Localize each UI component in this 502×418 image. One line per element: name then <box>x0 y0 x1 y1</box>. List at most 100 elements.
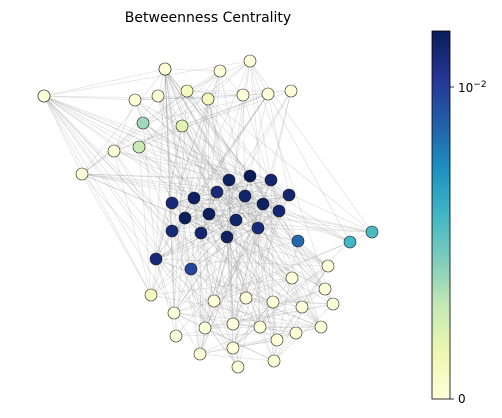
edge <box>173 236 228 314</box>
edge <box>184 210 280 219</box>
network-node-n19 <box>222 173 236 187</box>
network-node-n10 <box>261 87 275 101</box>
edge <box>249 175 261 328</box>
edge <box>171 202 228 238</box>
edge <box>171 191 218 232</box>
edge <box>207 98 259 229</box>
edge <box>81 173 230 181</box>
edge <box>171 202 373 233</box>
edge <box>232 194 290 349</box>
edge <box>43 95 329 267</box>
edge <box>207 60 251 100</box>
edge <box>245 203 264 299</box>
edge <box>216 191 351 243</box>
network-node-n7 <box>180 84 194 98</box>
edge <box>193 197 264 205</box>
edge <box>235 219 239 368</box>
node-layer <box>37 54 379 374</box>
edge <box>213 300 234 349</box>
edge <box>276 306 303 341</box>
edge <box>113 150 173 232</box>
network-node-n16 <box>75 167 89 181</box>
edge <box>164 68 175 314</box>
edge <box>301 265 329 308</box>
edge <box>157 95 259 229</box>
edge <box>208 213 326 290</box>
edge <box>157 95 192 270</box>
edge <box>113 95 159 152</box>
edge <box>155 98 209 260</box>
edge <box>155 202 173 260</box>
edge <box>193 93 269 199</box>
edge <box>207 98 272 181</box>
edge <box>226 236 326 290</box>
network-node-n22 <box>187 191 201 205</box>
edge <box>43 95 136 101</box>
edge <box>150 277 293 296</box>
edge <box>164 68 173 204</box>
edge <box>216 191 228 238</box>
edge <box>245 297 334 305</box>
edge <box>204 303 334 329</box>
edge <box>181 125 334 305</box>
edge <box>232 297 247 349</box>
edge <box>199 179 272 355</box>
edge <box>138 93 269 148</box>
edge <box>200 232 234 325</box>
edge <box>181 125 228 238</box>
edge <box>138 146 228 238</box>
network-node-n60 <box>37 89 51 103</box>
network-node-n30 <box>272 204 286 218</box>
edge <box>232 339 278 349</box>
edge <box>190 240 299 270</box>
edge <box>138 60 251 148</box>
edge <box>213 219 237 302</box>
edge <box>228 179 351 243</box>
edge <box>164 68 247 299</box>
edge <box>81 150 115 175</box>
edge <box>164 68 303 308</box>
network-node-n20 <box>264 173 278 187</box>
edge <box>155 258 329 267</box>
edge <box>232 277 293 349</box>
edge <box>278 210 373 233</box>
edge <box>113 150 230 181</box>
edge <box>193 197 206 329</box>
edge <box>190 98 209 270</box>
edge <box>190 268 274 303</box>
edge <box>249 60 272 181</box>
edge <box>113 150 152 296</box>
edge <box>43 95 173 232</box>
edge <box>81 68 166 175</box>
edge <box>199 232 202 355</box>
edge <box>155 258 234 325</box>
edge <box>262 203 274 303</box>
edge <box>232 332 297 349</box>
edge <box>157 95 228 238</box>
edge <box>138 146 152 296</box>
edge <box>249 60 264 205</box>
edge <box>216 191 329 267</box>
edge <box>142 122 278 341</box>
edge <box>81 173 373 233</box>
edge <box>142 90 188 124</box>
edge <box>232 301 274 349</box>
edge <box>208 213 293 279</box>
edge <box>216 191 303 308</box>
edge <box>204 210 280 329</box>
edge <box>173 277 293 314</box>
edge <box>81 90 188 175</box>
edge <box>171 230 303 308</box>
edge <box>207 98 247 299</box>
edge <box>226 236 329 267</box>
edge <box>150 125 183 296</box>
edge <box>164 68 293 279</box>
edge <box>249 175 326 290</box>
edge <box>150 179 272 296</box>
edge <box>113 150 218 193</box>
edge <box>249 175 351 243</box>
network-node-n43 <box>326 297 340 311</box>
edge <box>155 258 239 368</box>
network-node-n4 <box>243 54 257 68</box>
edge <box>249 60 334 305</box>
